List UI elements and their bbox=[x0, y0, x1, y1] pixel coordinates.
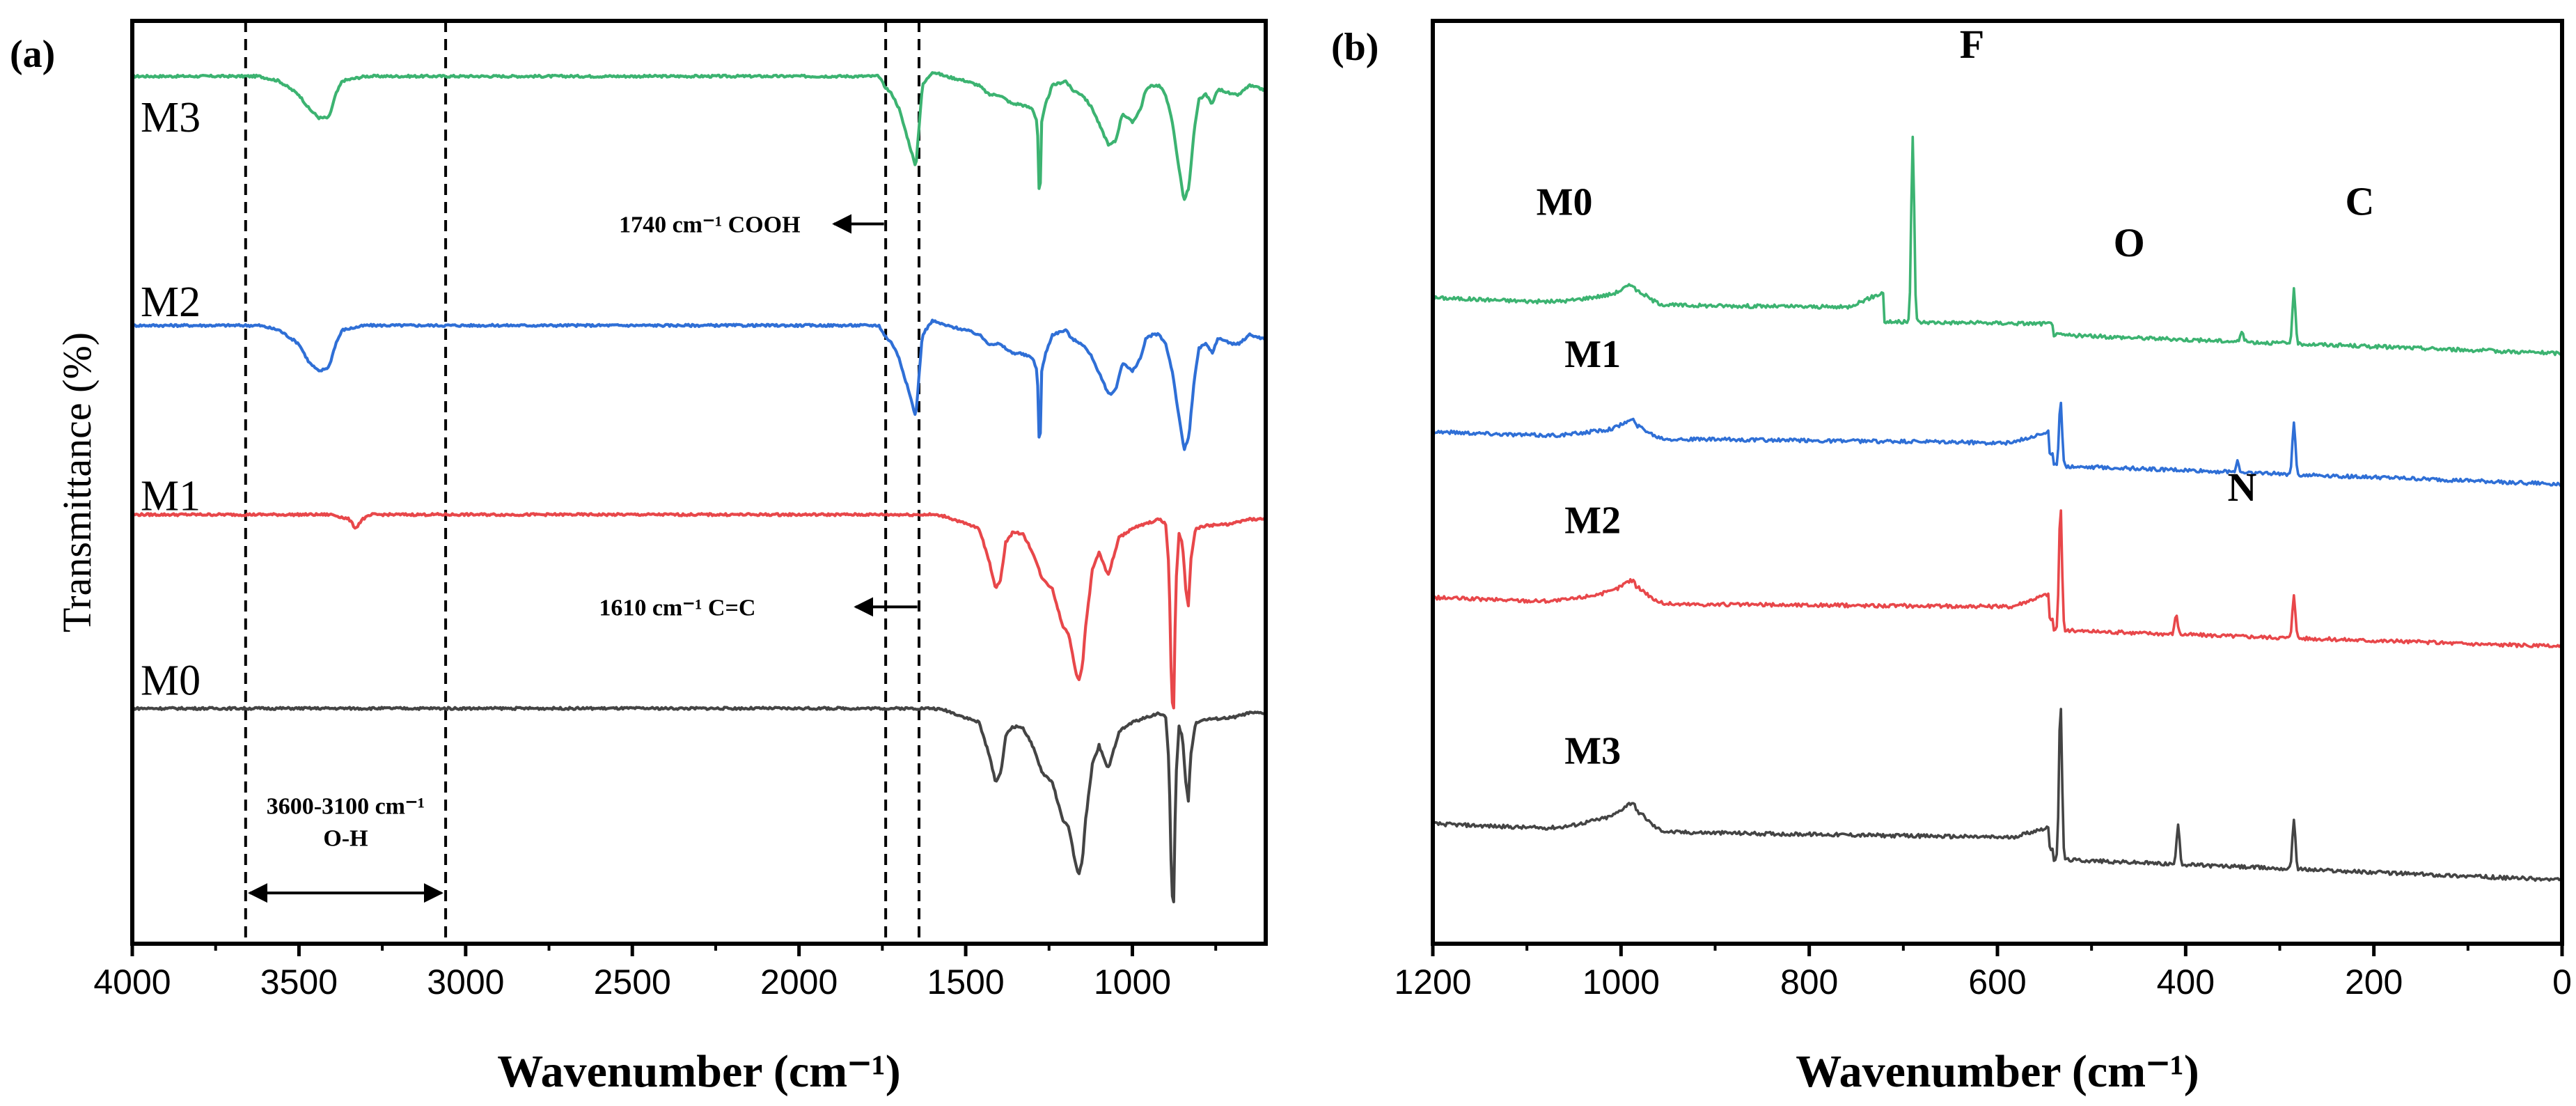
b-series-line-M3 bbox=[1432, 708, 2562, 882]
panel-label-a: (a) bbox=[10, 33, 55, 76]
element-label-N: N bbox=[2227, 465, 2256, 510]
a-tick-label-3000: 3000 bbox=[427, 963, 504, 1002]
b-tick-label-0: 0 bbox=[2552, 963, 2572, 1002]
a-tick-label-1500: 1500 bbox=[927, 963, 1004, 1002]
element-label-O: O bbox=[2114, 220, 2145, 265]
annotation-oh-label: O-H bbox=[323, 826, 368, 852]
b-tick-label-1200: 1200 bbox=[1394, 963, 1471, 1002]
b-series-label-M3: M3 bbox=[1564, 730, 1621, 773]
annotation-cc: 1610 cm⁻¹ C=C bbox=[599, 595, 755, 621]
b-series-label-M2: M2 bbox=[1564, 499, 1621, 542]
b-plot-frame bbox=[1431, 19, 2564, 946]
a-series-label-M0: M0 bbox=[141, 657, 201, 704]
panel-label-b: (b) bbox=[1331, 26, 1379, 69]
b-element-labels: F O C N bbox=[1960, 22, 2375, 510]
a-x-ticks: 4000 3500 3000 2500 2000 1500 1000 bbox=[93, 944, 1218, 1002]
a-series-line-M0 bbox=[132, 706, 1267, 903]
b-tick-label-600: 600 bbox=[1968, 963, 2026, 1002]
a-reference-lines bbox=[244, 21, 921, 944]
a-series-line-M1 bbox=[131, 512, 1267, 710]
a-series-line-M3 bbox=[132, 71, 1267, 201]
a-tick-label-2000: 2000 bbox=[760, 963, 838, 1002]
a-y-axis-title: Transmittance (%) bbox=[54, 332, 100, 632]
a-tick-label-3500: 3500 bbox=[260, 963, 338, 1002]
b-tick-label-400: 400 bbox=[2157, 963, 2215, 1002]
b-series-line-M0 bbox=[1432, 135, 2563, 357]
a-tick-label-1000: 1000 bbox=[1094, 963, 1171, 1002]
b-series-label-M0: M0 bbox=[1537, 180, 1593, 224]
a-x-axis-title: Wavenumber (cm⁻¹) bbox=[497, 1046, 901, 1097]
annotation-oh-range: 3600-3100 cm⁻¹ bbox=[267, 793, 425, 819]
a-arrows bbox=[247, 214, 918, 903]
a-plot-frame bbox=[130, 19, 1268, 946]
a-annotations: 1740 cm⁻¹ COOH 1610 cm⁻¹ C=C 3600-3100 c… bbox=[267, 212, 801, 852]
b-series-line-M2 bbox=[1431, 509, 2563, 648]
b-tick-label-1000: 1000 bbox=[1582, 963, 1660, 1002]
panel-a: (a) M3 M2 M1 M0 1740 cm⁻¹ COOH 1610 cm⁻¹… bbox=[10, 19, 1268, 1097]
b-series-labels: M0 M1 M2 M3 bbox=[1537, 180, 1621, 772]
a-series-labels: M3 M2 M1 M0 bbox=[141, 94, 201, 704]
a-series-line-M2 bbox=[131, 318, 1266, 451]
a-tick-label-2500: 2500 bbox=[594, 963, 671, 1002]
a-tick-label-4000: 4000 bbox=[93, 963, 171, 1002]
b-series-label-M1: M1 bbox=[1564, 333, 1621, 376]
b-series-line-M1 bbox=[1431, 401, 2563, 488]
a-series-group bbox=[131, 71, 1267, 903]
element-label-F: F bbox=[1960, 22, 1984, 67]
a-series-label-M2: M2 bbox=[141, 279, 201, 326]
element-label-C: C bbox=[2345, 178, 2374, 224]
b-x-axis-title: Wavenumber (cm⁻¹) bbox=[1796, 1046, 2199, 1097]
a-series-label-M1: M1 bbox=[141, 472, 201, 520]
annotation-cooh: 1740 cm⁻¹ COOH bbox=[619, 212, 800, 238]
b-tick-label-800: 800 bbox=[1780, 963, 1838, 1002]
panel-b: (b) M0 M1 M2 M3 F O C N 1200 1000 800 600 40… bbox=[1331, 19, 2572, 1097]
a-series-label-M3: M3 bbox=[141, 94, 201, 141]
b-tick-label-200: 200 bbox=[2345, 963, 2403, 1002]
b-x-ticks: 1200 1000 800 600 400 200 0 bbox=[1394, 944, 2572, 1002]
b-series-group bbox=[1431, 135, 2563, 882]
